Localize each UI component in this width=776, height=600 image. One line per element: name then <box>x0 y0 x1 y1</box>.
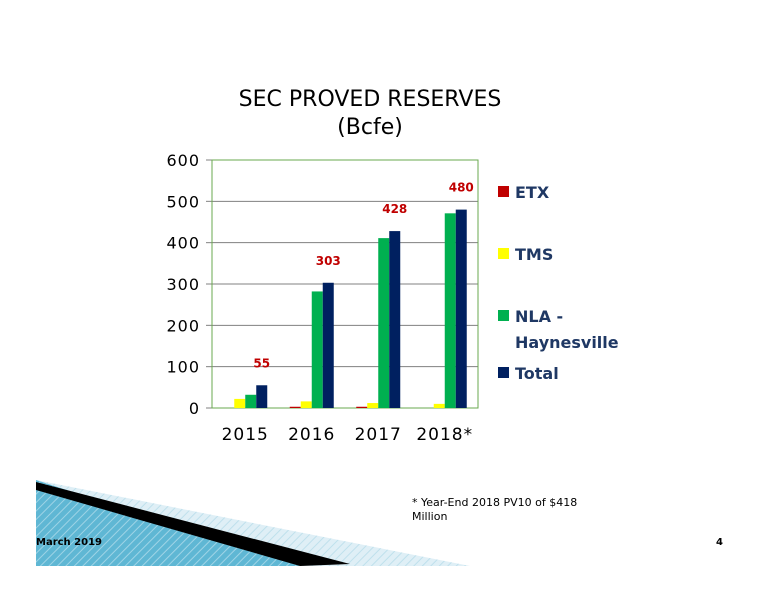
legend-swatch-tms <box>498 248 509 259</box>
y-tick-label: 0 <box>189 399 200 418</box>
x-tick-label: 2018* <box>416 425 473 445</box>
x-tick-label: 2015 <box>222 425 269 445</box>
bar-total-2015 <box>256 385 268 408</box>
legend-item-tms: TMS <box>498 242 553 268</box>
legend-label-nla-haynesville: NLA - Haynesville <box>515 307 619 352</box>
y-tick-label: 500 <box>166 192 200 211</box>
legend-label-total: Total <box>515 364 559 383</box>
legend-label-etx: ETX <box>515 183 550 202</box>
bar-etx-2016 <box>289 406 301 408</box>
data-label: 428 <box>382 202 407 216</box>
bar-total-2018 <box>455 209 467 408</box>
legend-swatch-etx <box>498 186 509 197</box>
legend-item-etx: ETX <box>498 180 549 206</box>
bar-nla-haynesville-2017 <box>378 238 390 408</box>
y-tick-label: 300 <box>166 275 200 294</box>
legend-swatch-total <box>498 367 509 378</box>
bar-total-2016 <box>322 282 334 408</box>
data-label: 55 <box>253 356 270 370</box>
chart-title-line1: SEC PROVED RESERVES <box>238 87 502 112</box>
bar-tms-2018 <box>433 403 445 408</box>
bar-nla-haynesville-2016 <box>311 291 323 408</box>
footer-black-stripe <box>36 482 350 566</box>
page-number: 4 <box>716 537 723 548</box>
bar-tms-2015 <box>234 398 246 408</box>
footer-date: March 2019 <box>36 537 102 548</box>
y-tick-label: 600 <box>166 151 200 170</box>
x-tick-label: 2017 <box>355 425 402 445</box>
plot-border <box>211 159 479 409</box>
bar-nla-haynesville-2015 <box>245 394 257 408</box>
footer-decoration <box>36 480 470 566</box>
legend-label-tms: TMS <box>515 245 554 264</box>
bar-tms-2017 <box>367 403 379 408</box>
footnote: * Year-End 2018 PV10 of $418 Million <box>412 496 578 523</box>
data-label: 303 <box>316 254 341 268</box>
chart-title: SEC PROVED RESERVES (Bcfe) <box>200 86 540 142</box>
bar-total-2017 <box>389 231 401 408</box>
legend-item-nla-haynesville: NLA - Haynesville <box>498 304 619 356</box>
y-tick-label: 400 <box>166 234 200 253</box>
y-tick-label: 100 <box>166 358 200 377</box>
y-tick-label: 200 <box>166 316 200 335</box>
data-label: 480 <box>449 181 474 195</box>
x-tick-label: 2016 <box>288 425 335 445</box>
bar-tms-2016 <box>300 401 312 408</box>
legend-item-total: Total <box>498 361 559 387</box>
bar-etx-2017 <box>356 406 368 408</box>
chart-title-line2: (Bcfe) <box>337 115 403 140</box>
legend-swatch-nla-haynesville <box>498 310 509 321</box>
bar-nla-haynesville-2018 <box>444 213 456 408</box>
